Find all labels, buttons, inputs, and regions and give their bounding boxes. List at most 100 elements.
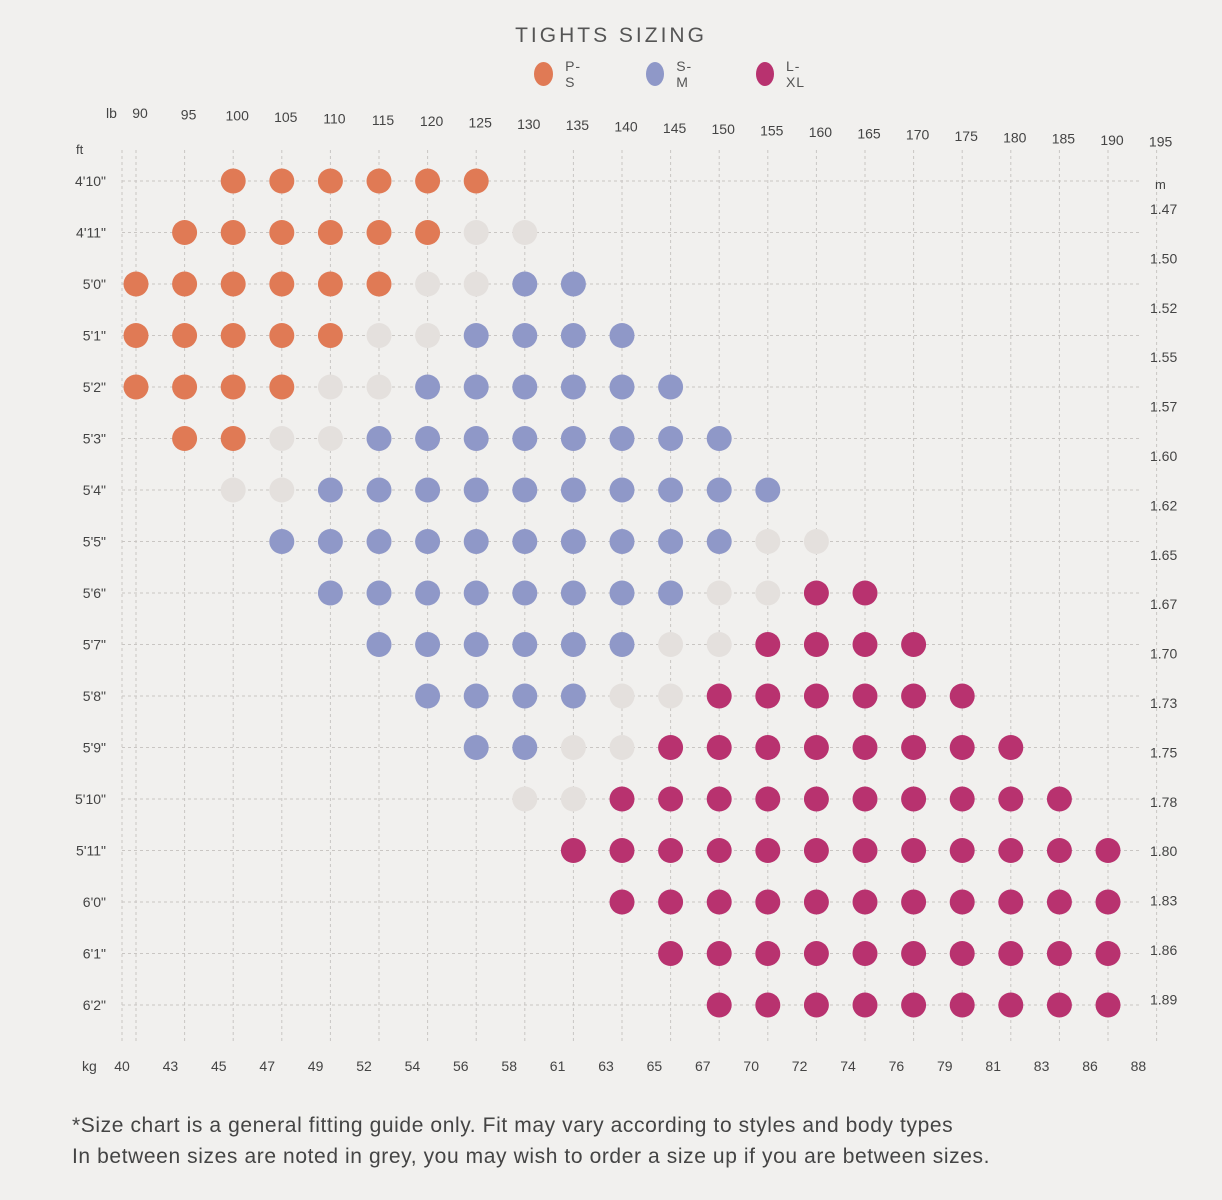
data-point-between [269, 426, 295, 451]
tick-label-kg: 67 [695, 1058, 711, 1074]
data-point-s-m [463, 632, 489, 657]
data-point-p-s [366, 220, 392, 245]
data-point-p-s [317, 220, 343, 245]
data-point-between [512, 220, 538, 245]
data-point-between [560, 786, 586, 812]
tick-label-m: 1.62 [1150, 497, 1177, 513]
data-point-l-xl [1046, 889, 1072, 915]
data-point-l-xl [852, 786, 878, 812]
tick-label-ft: 6'1" [83, 946, 106, 962]
tick-label-ft: 6'2" [83, 997, 106, 1013]
data-point-s-m [512, 683, 538, 709]
data-point-l-xl [803, 786, 829, 812]
tick-label-lb: 140 [614, 119, 638, 135]
data-point-s-m [415, 529, 441, 554]
tick-label-kg: 63 [598, 1058, 614, 1074]
data-point-s-m [609, 374, 635, 400]
data-point-p-s [317, 271, 343, 297]
tick-label-ft: 5'4" [83, 482, 106, 498]
tick-label-ft: 5'0" [83, 276, 106, 292]
tick-label-m: 1.60 [1150, 448, 1177, 464]
data-point-s-m [415, 374, 441, 400]
data-point-p-s [220, 323, 246, 348]
data-point-between [560, 735, 586, 760]
data-point-p-s [415, 220, 441, 245]
data-point-s-m [463, 477, 489, 503]
tick-label-ft: 4'11" [76, 225, 106, 241]
data-point-between [658, 683, 684, 709]
tick-label-kg: 76 [889, 1058, 905, 1074]
data-point-l-xl [706, 941, 732, 966]
data-point-l-xl [803, 683, 829, 709]
tick-label-m: 1.89 [1150, 991, 1177, 1007]
data-point-s-m [658, 426, 684, 451]
data-point-s-m [366, 632, 392, 657]
data-point-p-s [269, 168, 295, 194]
tick-label-m: 1.78 [1150, 794, 1177, 810]
data-point-l-xl [803, 992, 829, 1018]
tick-label-ft: 5'9" [83, 740, 106, 756]
data-point-l-xl [901, 838, 927, 863]
data-point-p-s [463, 168, 489, 194]
data-point-s-m [658, 580, 684, 606]
data-point-l-xl [998, 992, 1024, 1018]
data-point-l-xl [609, 786, 635, 812]
data-point-l-xl [901, 941, 927, 966]
data-point-between [658, 632, 684, 657]
tick-label-lb: 95 [181, 106, 197, 122]
tick-label-kg: 70 [743, 1058, 759, 1074]
legend-label-p-s: P-S [565, 58, 582, 90]
chart-title: TIGHTS SIZING [515, 24, 707, 47]
data-point-s-m [463, 529, 489, 554]
data-point-p-s [269, 271, 295, 297]
data-point-between [366, 374, 392, 400]
data-point-s-m [415, 683, 441, 709]
tick-label-ft: 5'10" [75, 791, 106, 807]
data-point-s-m [560, 632, 586, 657]
data-point-between [415, 271, 441, 297]
data-point-between [609, 735, 635, 760]
data-point-s-m [512, 426, 538, 451]
data-point-l-xl [998, 941, 1024, 966]
data-point-p-s [220, 271, 246, 297]
data-point-l-xl [1095, 889, 1121, 915]
tick-label-lb: 170 [906, 127, 930, 143]
tick-label-ft: 4'10" [75, 173, 106, 189]
footnote-line-1: *Size chart is a general fitting guide o… [72, 1114, 954, 1137]
data-point-between [706, 632, 732, 657]
tick-label-kg: 40 [114, 1058, 130, 1074]
data-point-between [317, 374, 343, 400]
data-point-p-s [123, 271, 149, 297]
tick-label-ft: 5'6" [83, 585, 106, 601]
data-point-l-xl [901, 683, 927, 709]
data-point-between [269, 477, 295, 503]
data-point-l-xl [998, 735, 1024, 760]
legend-item-l-xl: L-XL [756, 58, 811, 90]
data-point-l-xl [1095, 941, 1121, 966]
data-point-between [512, 786, 538, 812]
data-point-l-xl [560, 838, 586, 863]
data-point-l-xl [901, 889, 927, 915]
data-point-l-xl [755, 838, 781, 863]
data-point-between [706, 580, 732, 606]
tick-label-m: 1.55 [1150, 349, 1177, 365]
data-point-l-xl [803, 889, 829, 915]
data-point-s-m [269, 529, 295, 554]
tick-label-kg: 88 [1131, 1058, 1147, 1074]
tick-label-kg: 65 [647, 1058, 663, 1074]
data-point-s-m [512, 735, 538, 760]
data-point-l-xl [658, 941, 684, 966]
data-point-l-xl [706, 992, 732, 1018]
footnote: *Size chart is a general fitting guide o… [72, 1110, 990, 1172]
data-point-l-xl [852, 683, 878, 709]
data-point-l-xl [1046, 786, 1072, 812]
data-point-s-m [512, 580, 538, 606]
data-point-p-s [172, 323, 198, 348]
data-point-p-s [123, 323, 149, 348]
data-point-s-m [512, 477, 538, 503]
data-point-s-m [609, 323, 635, 348]
data-point-l-xl [949, 786, 975, 812]
data-point-s-m [512, 323, 538, 348]
data-point-l-xl [852, 580, 878, 606]
